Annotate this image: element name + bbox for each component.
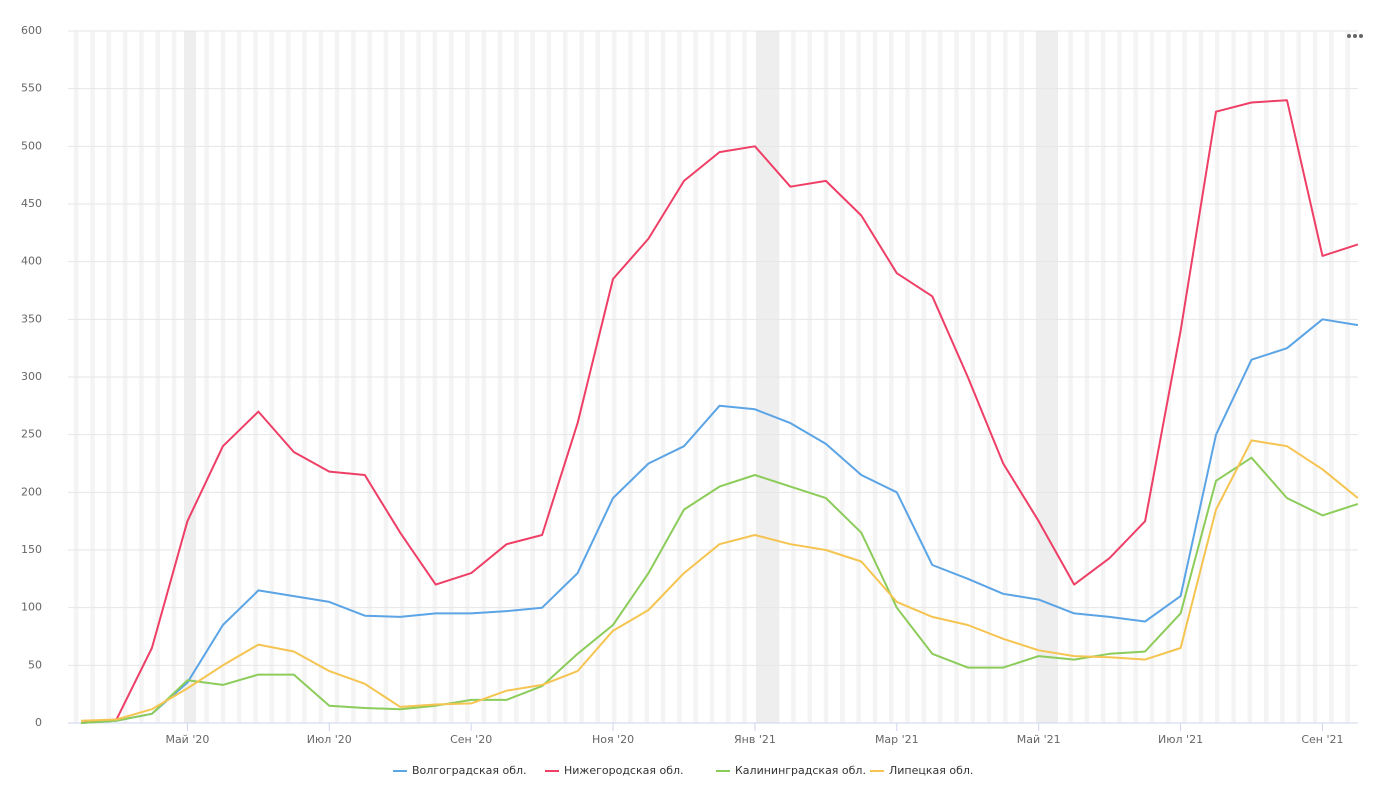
- x-tick-label: Май '20: [165, 733, 209, 746]
- legend-item[interactable]: Липецкая обл.: [870, 764, 973, 777]
- y-tick-label: 200: [21, 485, 42, 498]
- y-tick-label: 450: [21, 197, 42, 210]
- y-tick-label: 250: [21, 428, 42, 441]
- menu-icon[interactable]: [1347, 34, 1363, 38]
- y-tick-label: 100: [21, 601, 42, 614]
- x-tick-label: Июл '21: [1158, 733, 1203, 746]
- legend-label: Нижегородская обл.: [564, 764, 684, 777]
- x-tick-label: Май '21: [1017, 733, 1061, 746]
- y-tick-label: 500: [21, 139, 42, 152]
- y-tick-label: 400: [21, 255, 42, 268]
- x-tick-label: Янв '21: [734, 733, 776, 746]
- y-tick-label: 600: [21, 24, 42, 37]
- y-tick-label: 50: [28, 658, 42, 671]
- y-tick-label: 0: [35, 716, 42, 729]
- series-line: [80, 318, 1359, 724]
- y-tick-label: 300: [21, 370, 42, 383]
- series-line: [80, 99, 1359, 724]
- x-tick-label: Сен '20: [450, 733, 492, 746]
- series-line: [80, 439, 1359, 722]
- x-tick-label: Сен '21: [1301, 733, 1343, 746]
- x-tick-label: Ноя '20: [592, 733, 634, 746]
- y-tick-label: 150: [21, 543, 42, 556]
- legend-item[interactable]: Волгоградская обл.: [393, 764, 527, 777]
- x-tick-label: Июл '20: [307, 733, 352, 746]
- legend-label: Волгоградская обл.: [412, 764, 527, 777]
- legend-item[interactable]: Нижегородская обл.: [545, 764, 684, 777]
- y-tick-label: 550: [21, 82, 42, 95]
- series-line: [80, 456, 1359, 724]
- legend-item[interactable]: Калининградская обл.: [716, 764, 866, 777]
- y-tick-label: 350: [21, 312, 42, 325]
- x-tick-label: Мар '21: [875, 733, 919, 746]
- legend-label: Липецкая обл.: [889, 764, 973, 777]
- legend-label: Калининградская обл.: [735, 764, 866, 777]
